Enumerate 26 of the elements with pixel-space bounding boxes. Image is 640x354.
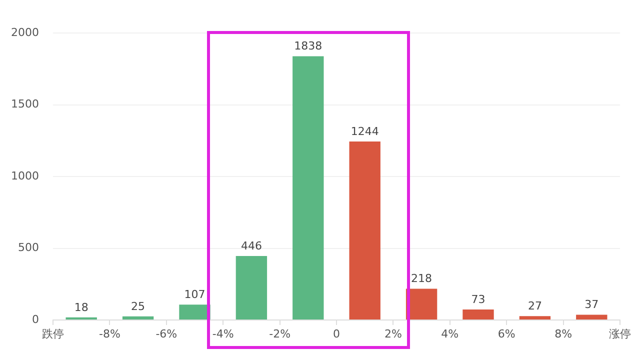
- x-tick-label: 6%: [498, 327, 516, 340]
- y-tick-label: 2000: [11, 26, 39, 39]
- y-tick-label: 1000: [11, 169, 39, 182]
- y-tick-label: 1500: [11, 98, 39, 111]
- x-tick-label: 0: [333, 327, 340, 340]
- x-tick-label: -2%: [269, 327, 291, 340]
- y-tick-label: 0: [32, 312, 39, 326]
- x-tick-label: 涨停: [609, 327, 631, 340]
- y-tick-label: 500: [18, 241, 39, 254]
- data-label: 1838: [294, 40, 322, 53]
- data-label: 446: [240, 239, 262, 252]
- data-label: 18: [74, 300, 88, 314]
- x-tick-label: -8%: [98, 327, 120, 340]
- x-tick-label: 跌停: [42, 327, 64, 340]
- data-label: 218: [411, 272, 432, 286]
- x-tick-label: -4%: [212, 327, 234, 340]
- x-tick-label: 2%: [384, 327, 402, 340]
- data-label: 25: [131, 300, 146, 313]
- data-label: 107: [184, 288, 206, 302]
- x-tick-label: -6%: [156, 327, 178, 340]
- x-tick-label: 4%: [441, 327, 459, 340]
- data-label: 73: [471, 292, 486, 306]
- data-label: 37: [584, 298, 599, 312]
- data-label: 1244: [350, 124, 379, 138]
- data-label: 27: [528, 299, 542, 312]
- x-tick-label: 8%: [554, 327, 572, 340]
